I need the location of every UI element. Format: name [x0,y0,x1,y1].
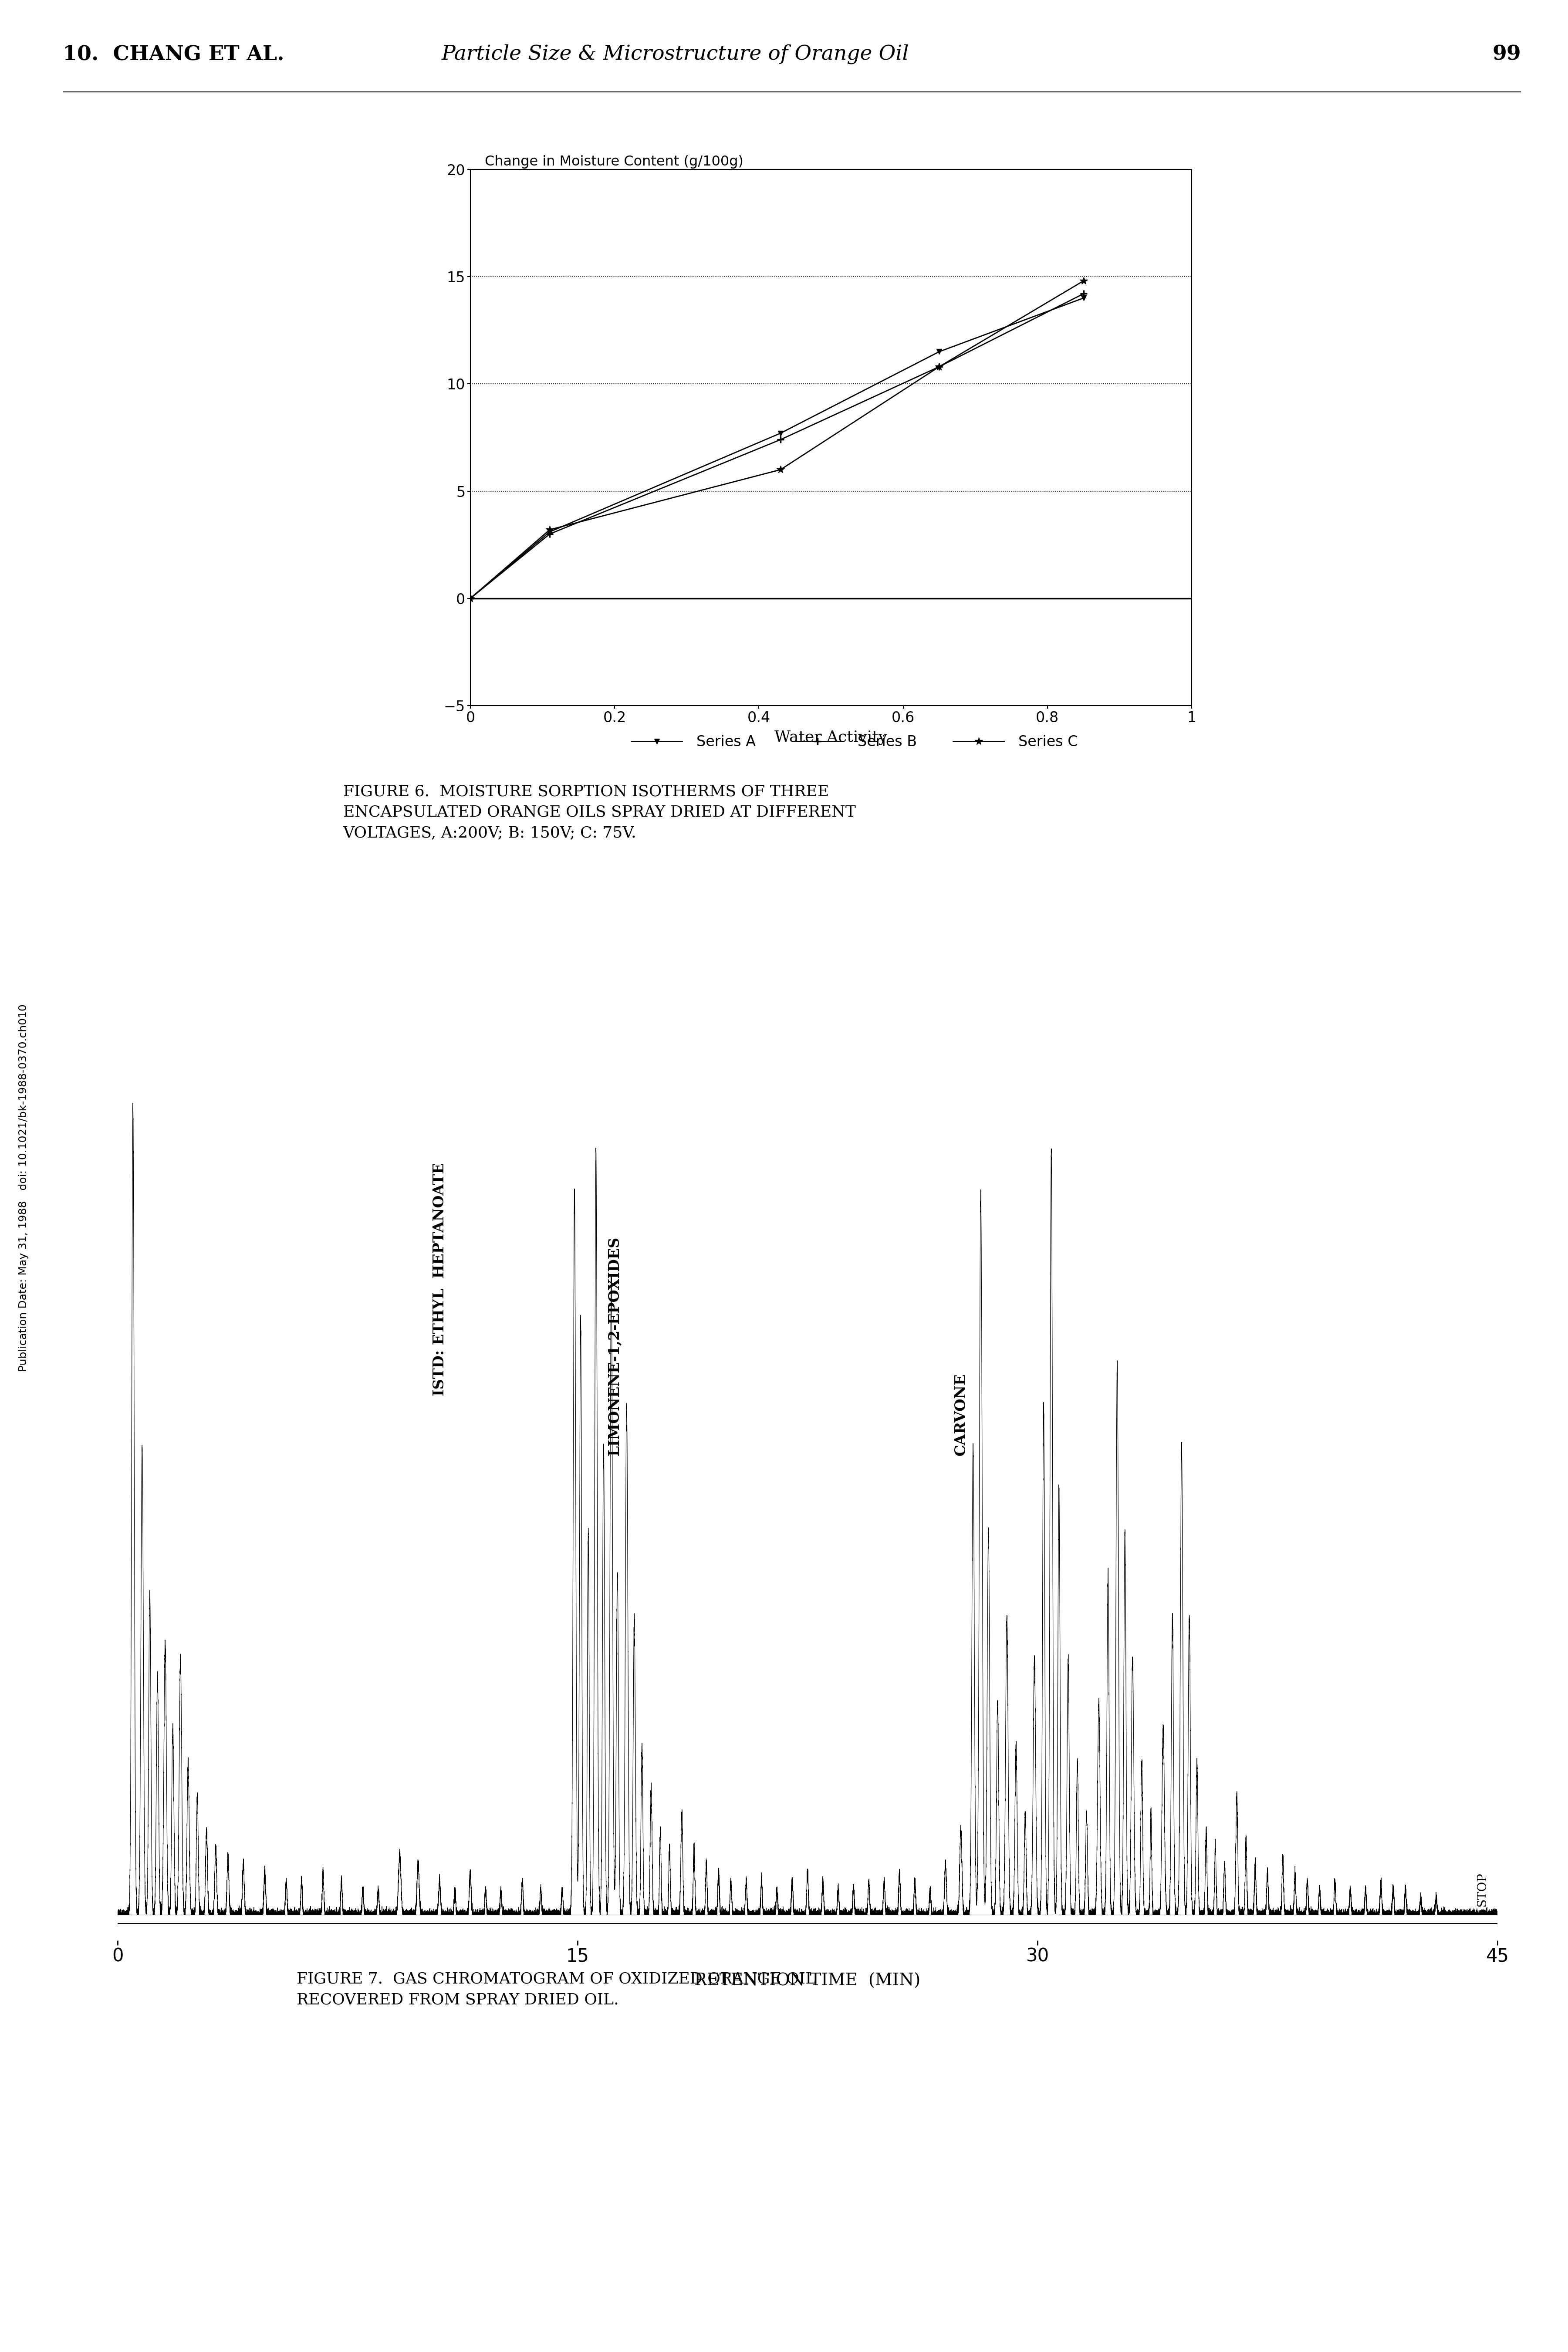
Text: FIGURE 6.  MOISTURE SORPTION ISOTHERMS OF THREE
ENCAPSULATED ORANGE OILS SPRAY D: FIGURE 6. MOISTURE SORPTION ISOTHERMS OF… [343,783,856,840]
Text: FIGURE 7.  GAS CHROMATOGRAM OF OXIDIZED ORANGE OIL
RECOVERED FROM SPRAY DRIED OI: FIGURE 7. GAS CHROMATOGRAM OF OXIDIZED O… [296,1971,815,2006]
Text: Change in Moisture Content (g/100g): Change in Moisture Content (g/100g) [485,155,743,169]
Text: LIMONENE-1,2-EPOXIDES: LIMONENE-1,2-EPOXIDES [607,1237,621,1456]
Text: Particle Size & Microstructure of Orange Oil: Particle Size & Microstructure of Orange… [442,45,909,64]
Legend: Series A, Series B, Series C: Series A, Series B, Series C [626,729,1083,755]
Text: STOP: STOP [1475,1872,1488,1907]
X-axis label: Water Activity: Water Activity [775,729,887,746]
X-axis label: RETENTION TIME  (MIN): RETENTION TIME (MIN) [695,1973,920,1990]
Text: 10.  CHANG ET AL.: 10. CHANG ET AL. [63,45,284,64]
Text: 99: 99 [1493,45,1521,64]
Text: CARVONE: CARVONE [953,1374,967,1456]
Text: ISTD: ETHYL  HEPTANOATE: ISTD: ETHYL HEPTANOATE [433,1162,447,1397]
Text: Publication Date: May 31, 1988   doi: 10.1021/bk-1988-0370.ch010: Publication Date: May 31, 1988 doi: 10.1… [19,1004,28,1371]
